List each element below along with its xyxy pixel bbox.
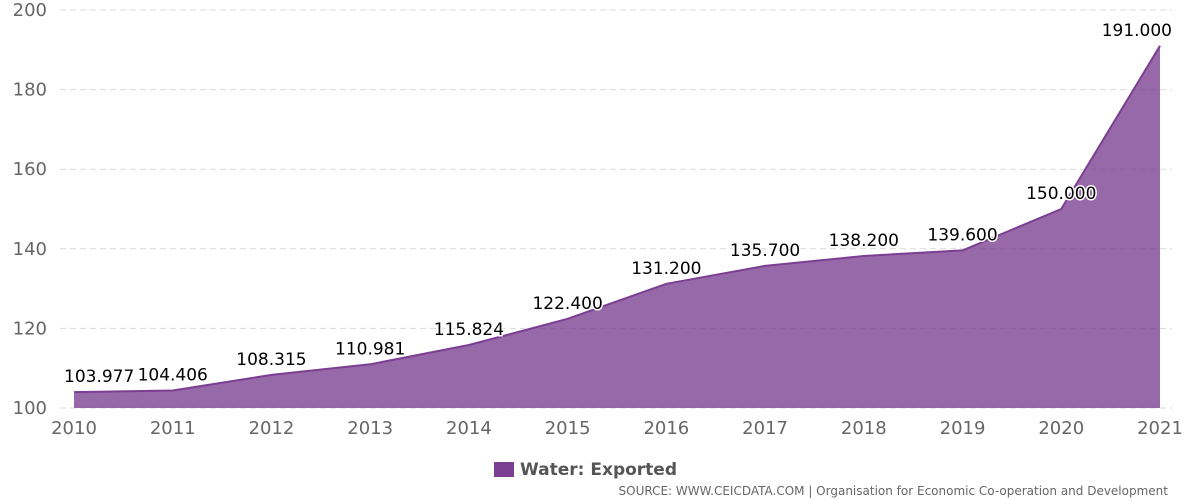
y-tick-label: 160 xyxy=(13,159,47,180)
legend-label[interactable]: Water: Exported xyxy=(520,460,677,480)
y-axis: 100 120 140 160 180 200 xyxy=(13,0,47,419)
data-label: 191.000 xyxy=(1102,21,1172,41)
x-tick-label: 2018 xyxy=(841,418,887,439)
x-tick-label: 2019 xyxy=(940,418,986,439)
data-label: 138.200 xyxy=(829,231,899,251)
legend-swatch xyxy=(494,462,514,477)
x-tick-label: 2021 xyxy=(1137,418,1183,439)
x-tick-label: 2011 xyxy=(150,418,196,439)
data-label: 122.400 xyxy=(532,294,602,314)
y-tick-label: 140 xyxy=(13,239,47,260)
y-tick-label: 120 xyxy=(13,318,47,339)
series-area xyxy=(73,45,1161,408)
x-tick-label: 2012 xyxy=(249,418,295,439)
x-tick-label: 2014 xyxy=(446,418,492,439)
x-tick-label: 2016 xyxy=(643,418,689,439)
data-label: 103.977 xyxy=(64,367,134,387)
data-label: 110.981 xyxy=(335,339,405,359)
y-tick-label: 180 xyxy=(13,80,47,101)
x-tick-label: 2017 xyxy=(742,418,788,439)
data-label: 139.600 xyxy=(927,225,997,245)
data-label: 150.000 xyxy=(1026,184,1096,204)
series-area-fill xyxy=(74,45,1160,408)
x-tick-label: 2020 xyxy=(1038,418,1084,439)
y-tick-label: 100 xyxy=(13,398,47,419)
data-label: 135.700 xyxy=(730,241,800,261)
x-tick-label: 2013 xyxy=(347,418,393,439)
data-labels: 103.977 104.406 108.315 110.981 115.824 122.4… xyxy=(63,19,1174,388)
data-label: 104.406 xyxy=(138,365,208,385)
x-tick-label: 2010 xyxy=(51,418,97,439)
series-line xyxy=(73,45,1161,394)
y-tick-label: 200 xyxy=(13,0,47,21)
data-label: 131.200 xyxy=(631,259,701,279)
x-tick-label: 2015 xyxy=(545,418,591,439)
data-label: 108.315 xyxy=(236,350,306,370)
source-note: SOURCE: WWW.CEICDATA.COM | Organisation … xyxy=(619,484,1169,498)
data-label: 115.824 xyxy=(434,320,504,340)
x-axis: 2010 2011 2012 2013 2014 2015 2016 2017 2018 2019… xyxy=(51,418,1183,439)
legend[interactable]: Water: Exported xyxy=(494,460,677,480)
